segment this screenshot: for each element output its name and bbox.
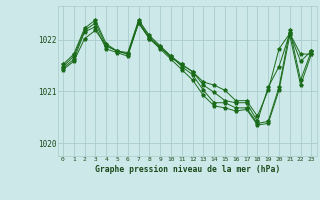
X-axis label: Graphe pression niveau de la mer (hPa): Graphe pression niveau de la mer (hPa) [95, 165, 280, 174]
